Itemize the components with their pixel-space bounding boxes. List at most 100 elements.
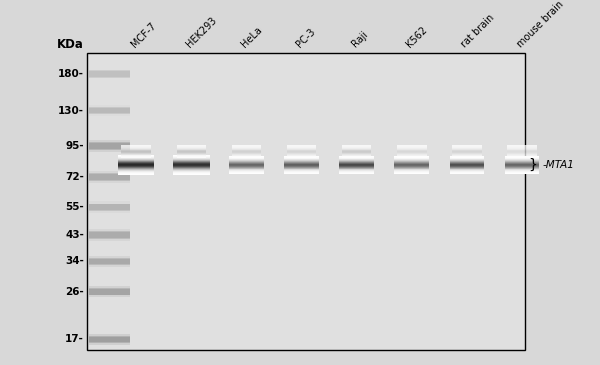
- Bar: [229, 170, 264, 171]
- Bar: [284, 156, 319, 157]
- Bar: [394, 171, 429, 172]
- Text: mouse brain: mouse brain: [515, 0, 565, 49]
- Bar: [339, 167, 374, 168]
- Bar: [118, 168, 154, 169]
- Bar: [394, 162, 429, 163]
- Bar: [118, 156, 154, 157]
- Bar: [89, 173, 130, 181]
- Bar: [449, 157, 484, 158]
- Bar: [449, 160, 484, 161]
- Bar: [394, 168, 429, 169]
- Bar: [173, 159, 209, 160]
- Bar: [284, 165, 319, 166]
- Bar: [505, 172, 539, 173]
- Bar: [505, 167, 539, 168]
- Bar: [284, 169, 319, 170]
- Text: PC-3: PC-3: [295, 26, 317, 49]
- Bar: [89, 289, 130, 295]
- Bar: [89, 229, 130, 241]
- Bar: [173, 172, 209, 173]
- Bar: [394, 160, 429, 161]
- Bar: [89, 286, 130, 297]
- Text: MCF-7: MCF-7: [129, 20, 158, 49]
- Text: 130-: 130-: [58, 105, 84, 116]
- Text: K562: K562: [405, 24, 430, 49]
- Bar: [339, 169, 374, 170]
- Bar: [449, 171, 484, 172]
- Text: HeLa: HeLa: [239, 24, 264, 49]
- Bar: [284, 164, 319, 165]
- Bar: [284, 170, 319, 171]
- Bar: [89, 204, 130, 210]
- Bar: [118, 174, 154, 175]
- Bar: [89, 288, 130, 295]
- Bar: [173, 158, 209, 159]
- Bar: [89, 255, 130, 267]
- Text: 180-: 180-: [58, 69, 84, 79]
- Bar: [118, 160, 154, 161]
- Bar: [505, 168, 539, 169]
- Text: KDa: KDa: [57, 38, 84, 51]
- Bar: [118, 158, 154, 159]
- Bar: [89, 71, 130, 77]
- Bar: [449, 169, 484, 170]
- Bar: [173, 165, 209, 166]
- Bar: [284, 166, 319, 167]
- Bar: [449, 170, 484, 171]
- Bar: [449, 165, 484, 166]
- Bar: [118, 165, 154, 166]
- Bar: [505, 165, 539, 166]
- Bar: [449, 163, 484, 164]
- Bar: [449, 167, 484, 168]
- Bar: [394, 156, 429, 157]
- Bar: [449, 162, 484, 163]
- Bar: [118, 157, 154, 158]
- Bar: [284, 159, 319, 160]
- Bar: [284, 161, 319, 162]
- Bar: [89, 258, 130, 264]
- Text: rat brain: rat brain: [460, 12, 497, 49]
- Bar: [339, 170, 374, 171]
- Text: 95-: 95-: [65, 141, 84, 151]
- Bar: [89, 68, 130, 80]
- Bar: [118, 164, 154, 165]
- Bar: [173, 173, 209, 174]
- Bar: [339, 161, 374, 162]
- Bar: [394, 164, 429, 165]
- Bar: [505, 158, 539, 159]
- Bar: [449, 173, 484, 174]
- Bar: [173, 164, 209, 165]
- Bar: [89, 107, 130, 114]
- Bar: [89, 201, 130, 213]
- Bar: [89, 105, 130, 116]
- Bar: [173, 171, 209, 172]
- Text: 72-: 72-: [65, 172, 84, 182]
- Bar: [118, 173, 154, 174]
- Bar: [89, 108, 130, 114]
- Bar: [449, 161, 484, 162]
- Bar: [505, 166, 539, 167]
- Bar: [339, 159, 374, 160]
- Bar: [394, 158, 429, 159]
- Bar: [118, 155, 154, 156]
- Bar: [173, 157, 209, 158]
- Bar: [449, 168, 484, 169]
- Bar: [505, 163, 539, 164]
- Text: 34-: 34-: [65, 257, 84, 266]
- Bar: [339, 165, 374, 166]
- Bar: [229, 169, 264, 170]
- Bar: [229, 160, 264, 161]
- Bar: [339, 172, 374, 173]
- Bar: [118, 169, 154, 170]
- Bar: [173, 163, 209, 164]
- Bar: [339, 171, 374, 172]
- Bar: [229, 171, 264, 172]
- Bar: [505, 173, 539, 174]
- Bar: [505, 164, 539, 165]
- Bar: [229, 163, 264, 164]
- Bar: [89, 204, 130, 211]
- Bar: [505, 161, 539, 162]
- Bar: [339, 164, 374, 165]
- Bar: [118, 161, 154, 162]
- Bar: [89, 336, 130, 343]
